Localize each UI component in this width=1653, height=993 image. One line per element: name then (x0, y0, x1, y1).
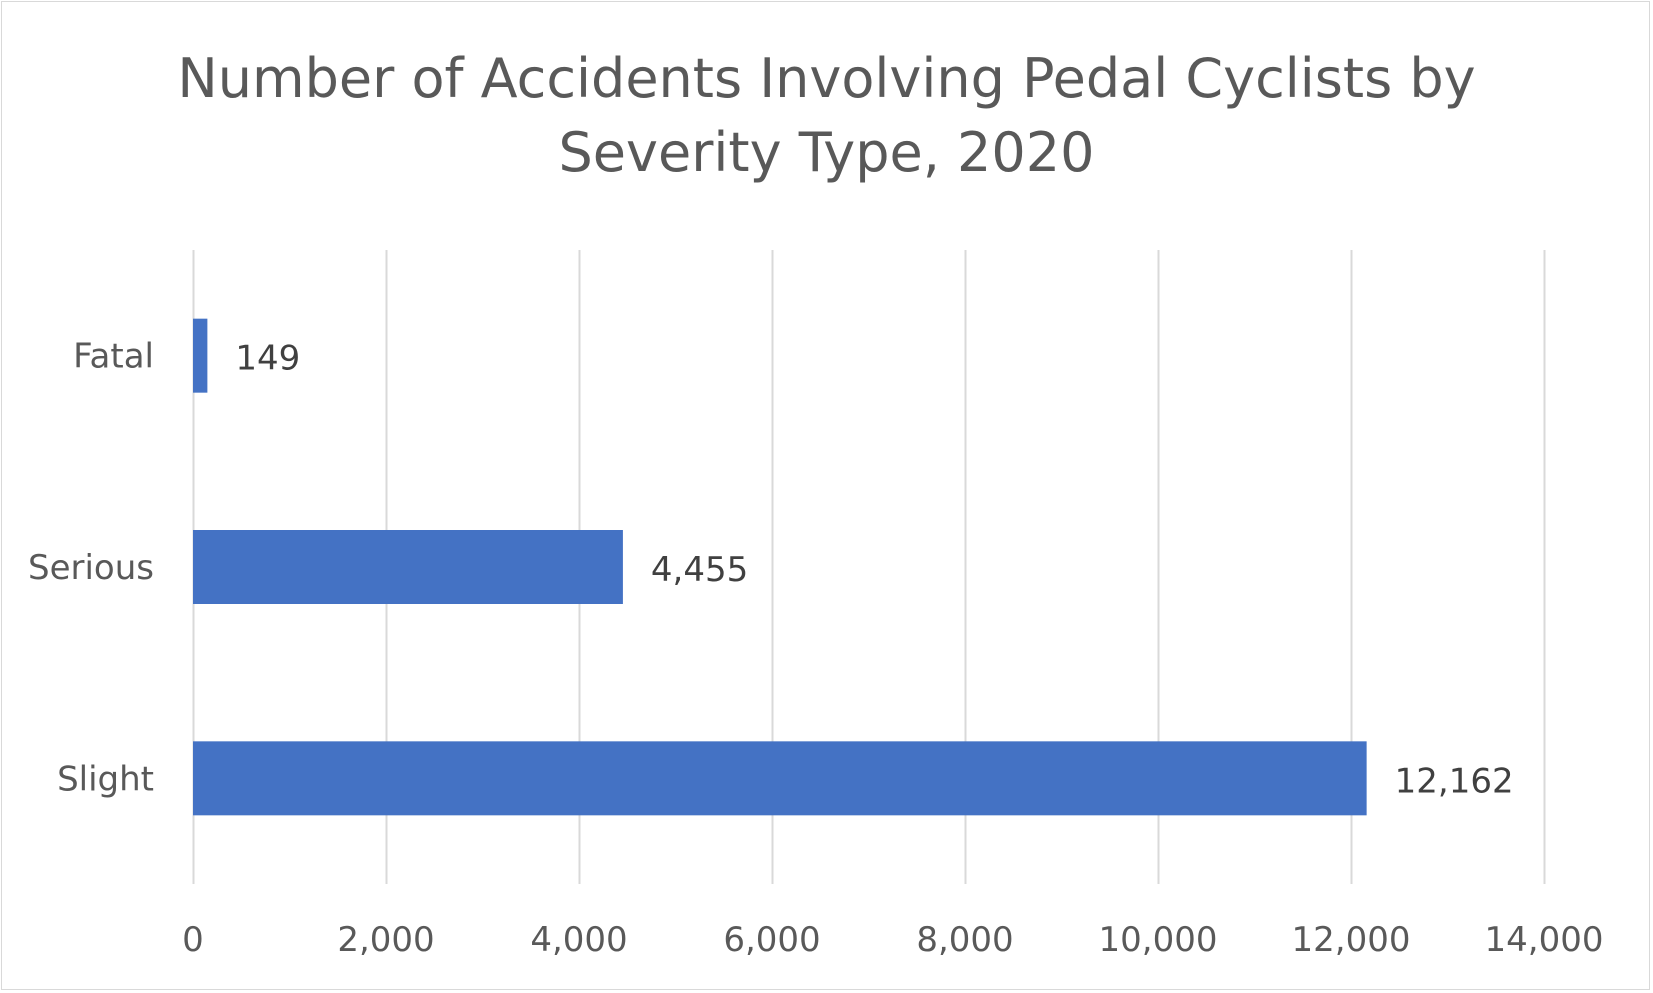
x-tick-label: 0 (182, 920, 204, 960)
category-label: Slight (57, 759, 154, 799)
category-label: Fatal (73, 337, 154, 377)
chart-title-line-1: Number of Accidents Involving Pedal Cycl… (177, 47, 1476, 110)
x-tick-label: 14,000 (1485, 920, 1604, 960)
x-tick-label: 12,000 (1292, 920, 1411, 960)
x-tick-label: 8,000 (916, 920, 1013, 960)
x-tick-label: 2,000 (337, 920, 434, 960)
x-tick-label: 4,000 (530, 920, 627, 960)
bar-serious (193, 530, 623, 604)
category-label: Serious (28, 548, 154, 588)
chart-title: Number of Accidents Involving Pedal Cycl… (0, 42, 1653, 190)
data-label: 4,455 (651, 550, 748, 590)
data-label: 149 (235, 339, 300, 379)
chart-title-line-2: Severity Type, 2020 (558, 121, 1095, 184)
bar-fatal (193, 318, 208, 393)
data-label: 12,162 (1395, 761, 1514, 801)
x-tick-label: 10,000 (1099, 920, 1218, 960)
x-tick-label: 6,000 (723, 920, 820, 960)
bar-slight (193, 741, 1367, 816)
